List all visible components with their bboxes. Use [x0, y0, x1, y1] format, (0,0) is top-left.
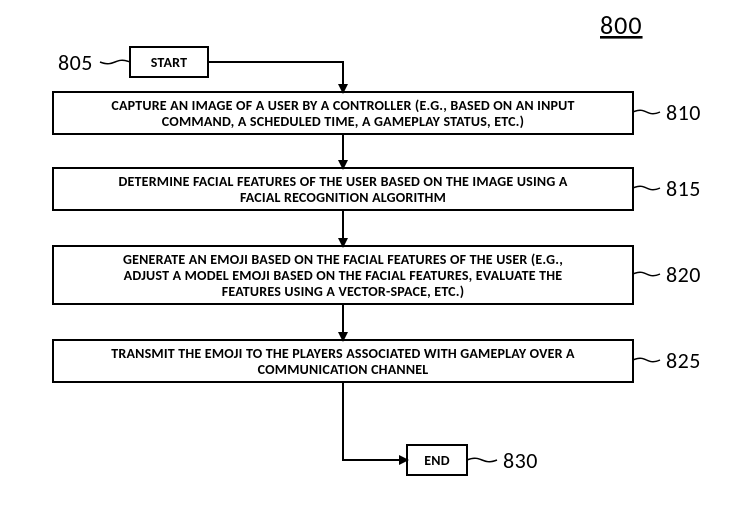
lead-line-830: [467, 458, 497, 461]
flowchart-canvas: 800 START END CAPTURE AN IMAGE OF A USER B…: [0, 0, 740, 513]
ref-number-820: 820: [666, 261, 701, 288]
ref-number-825: 825: [666, 347, 701, 374]
step-text-820-line-2: FEATURES USING A VECTOR-SPACE, ETC.): [222, 283, 465, 300]
arrow-4: [343, 382, 407, 460]
end-label-line-0: END: [424, 452, 449, 469]
step-text-815-line-0: DETERMINE FACIAL FEATURES OF THE USER BA…: [118, 173, 567, 190]
ref-number-830: 830: [503, 447, 538, 474]
ref-number-805: 805: [58, 49, 93, 76]
lead-line-825: [633, 358, 660, 361]
lead-line-815: [633, 186, 660, 189]
lead-line-805: [100, 60, 130, 63]
step-text-810-line-1: COMMAND, A SCHEDULED TIME, A GAMEPLAY ST…: [162, 113, 524, 130]
step-text-815-line-1: FACIAL RECOGNITION ALGORITHM: [240, 189, 446, 206]
step-text-825-line-0: TRANSMIT THE EMOJI TO THE PLAYERS ASSOCI…: [111, 345, 575, 362]
ref-number-815: 815: [666, 175, 701, 202]
lead-line-820: [633, 272, 660, 275]
step-text-820-line-1: ADJUST A MODEL EMOJI BASED ON THE FACIAL…: [124, 267, 563, 284]
step-text-820-line-0: GENERATE AN EMOJI BASED ON THE FACIAL FE…: [123, 251, 563, 268]
step-text-825-line-1: COMMUNICATION CHANNEL: [258, 361, 429, 378]
start-label-line-0: START: [151, 54, 187, 71]
ref-number-810: 810: [666, 99, 701, 126]
arrow-0: [208, 62, 343, 92]
lead-line-810: [633, 110, 660, 113]
step-text-810-line-0: CAPTURE AN IMAGE OF A USER BY A CONTROLL…: [111, 97, 574, 114]
figure-number: 800: [600, 9, 643, 41]
